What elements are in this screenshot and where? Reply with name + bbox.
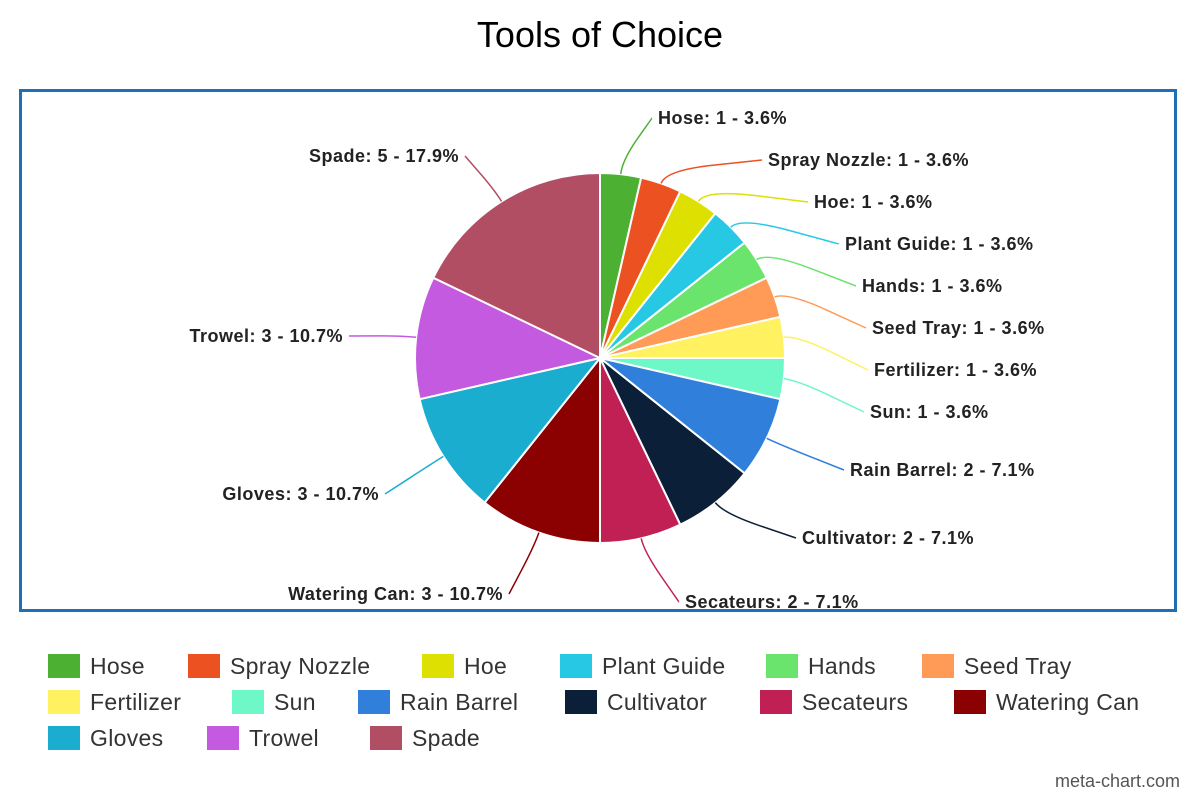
slice-label-rain-barrel: Rain Barrel: 2 - 7.1% [850,460,1035,480]
slice-label-spade: Spade: 5 - 17.9% [309,146,459,166]
pie-slice-watering-can[interactable] [483,355,601,545]
legend-label: Sun [274,689,316,715]
legend-label: Seed Tray [964,653,1072,679]
legend-label: Gloves [90,725,164,751]
slice-label-sun: Sun: 1 - 3.6% [870,402,989,422]
legend-swatch [565,690,597,714]
legend-label: Secateurs [802,689,909,715]
leader-line-watering-can [508,532,540,595]
slice-label-hands: Hands: 1 - 3.6% [862,276,1003,296]
leader-line-cultivator [714,502,797,539]
legend-swatch [422,654,454,678]
legend-swatch [560,654,592,678]
leader-line-trowel [348,335,417,339]
legend-swatch [207,726,239,750]
legend-label: Fertilizer [90,689,182,715]
leader-line-sun [783,377,865,413]
leader-line-fertilizer [783,336,869,371]
leader-line-rain-barrel [766,437,845,471]
legend-label: Spray Nozzle [230,653,371,679]
plot-area: Hose: 1 - 3.6% Spray Nozzle: 1 - 3.6% Hoe:… [19,89,1177,612]
legend-label: Hoe [464,653,508,679]
pie-slice-spade[interactable] [431,171,601,360]
leader-line-hoe [697,192,809,203]
legend-label: Rain Barrel [400,689,519,715]
slice-label-cultivator: Cultivator: 2 - 7.1% [802,528,974,548]
legend-swatch [358,690,390,714]
pie-slice-trowel[interactable] [414,276,604,401]
slice-label-secateurs: Secateurs: 2 - 7.1% [685,592,859,609]
slice-label-seed-tray: Seed Tray: 1 - 3.6% [872,318,1045,338]
legend-label: Hose [90,653,145,679]
leader-line-spray-nozzle [660,159,763,184]
legend-label: Watering Can [996,689,1140,715]
slice-label-watering-can: Watering Can: 3 - 10.7% [288,584,503,604]
pie-chart: Hose: 1 - 3.6% Spray Nozzle: 1 - 3.6% Hoe:… [189,108,1045,609]
leader-line-hands [756,256,857,287]
legend-swatch [232,690,264,714]
legend-label: Trowel [249,725,319,751]
legend-swatch [48,726,80,750]
legend-swatch [48,654,80,678]
slice-label-fertilizer: Fertilizer: 1 - 3.6% [874,360,1037,380]
slice-label-hoe: Hoe: 1 - 3.6% [814,192,933,212]
legend-swatch [48,690,80,714]
legend-label: Plant Guide [602,653,726,679]
legend-swatch [760,690,792,714]
legend-swatch [766,654,798,678]
legend-swatch [954,690,986,714]
slice-label-spray-nozzle: Spray Nozzle: 1 - 3.6% [768,150,969,170]
legend-label: Cultivator [607,689,708,715]
legend-swatch [188,654,220,678]
legend-swatch [922,654,954,678]
leader-line-spade [464,155,503,202]
leader-line-secateurs [640,538,680,603]
leader-line-gloves [384,455,444,495]
slice-label-plant-guide: Plant Guide: 1 - 3.6% [845,234,1034,254]
slice-label-hose: Hose: 1 - 3.6% [658,108,787,128]
slice-label-trowel: Trowel: 3 - 10.7% [189,326,343,346]
legend-label: Spade [412,725,481,751]
watermark: meta-chart.com [1054,771,1180,791]
slice-label-gloves: Gloves: 3 - 10.7% [222,484,379,504]
leader-line-seed-tray [774,295,867,329]
leader-line-plant-guide [730,222,840,245]
legend-label: Hands [808,653,876,679]
leader-line-hose [619,117,653,175]
legend-swatch [370,726,402,750]
pie-slice-gloves[interactable] [418,356,603,505]
chart-title: Tools of Choice [476,14,724,55]
